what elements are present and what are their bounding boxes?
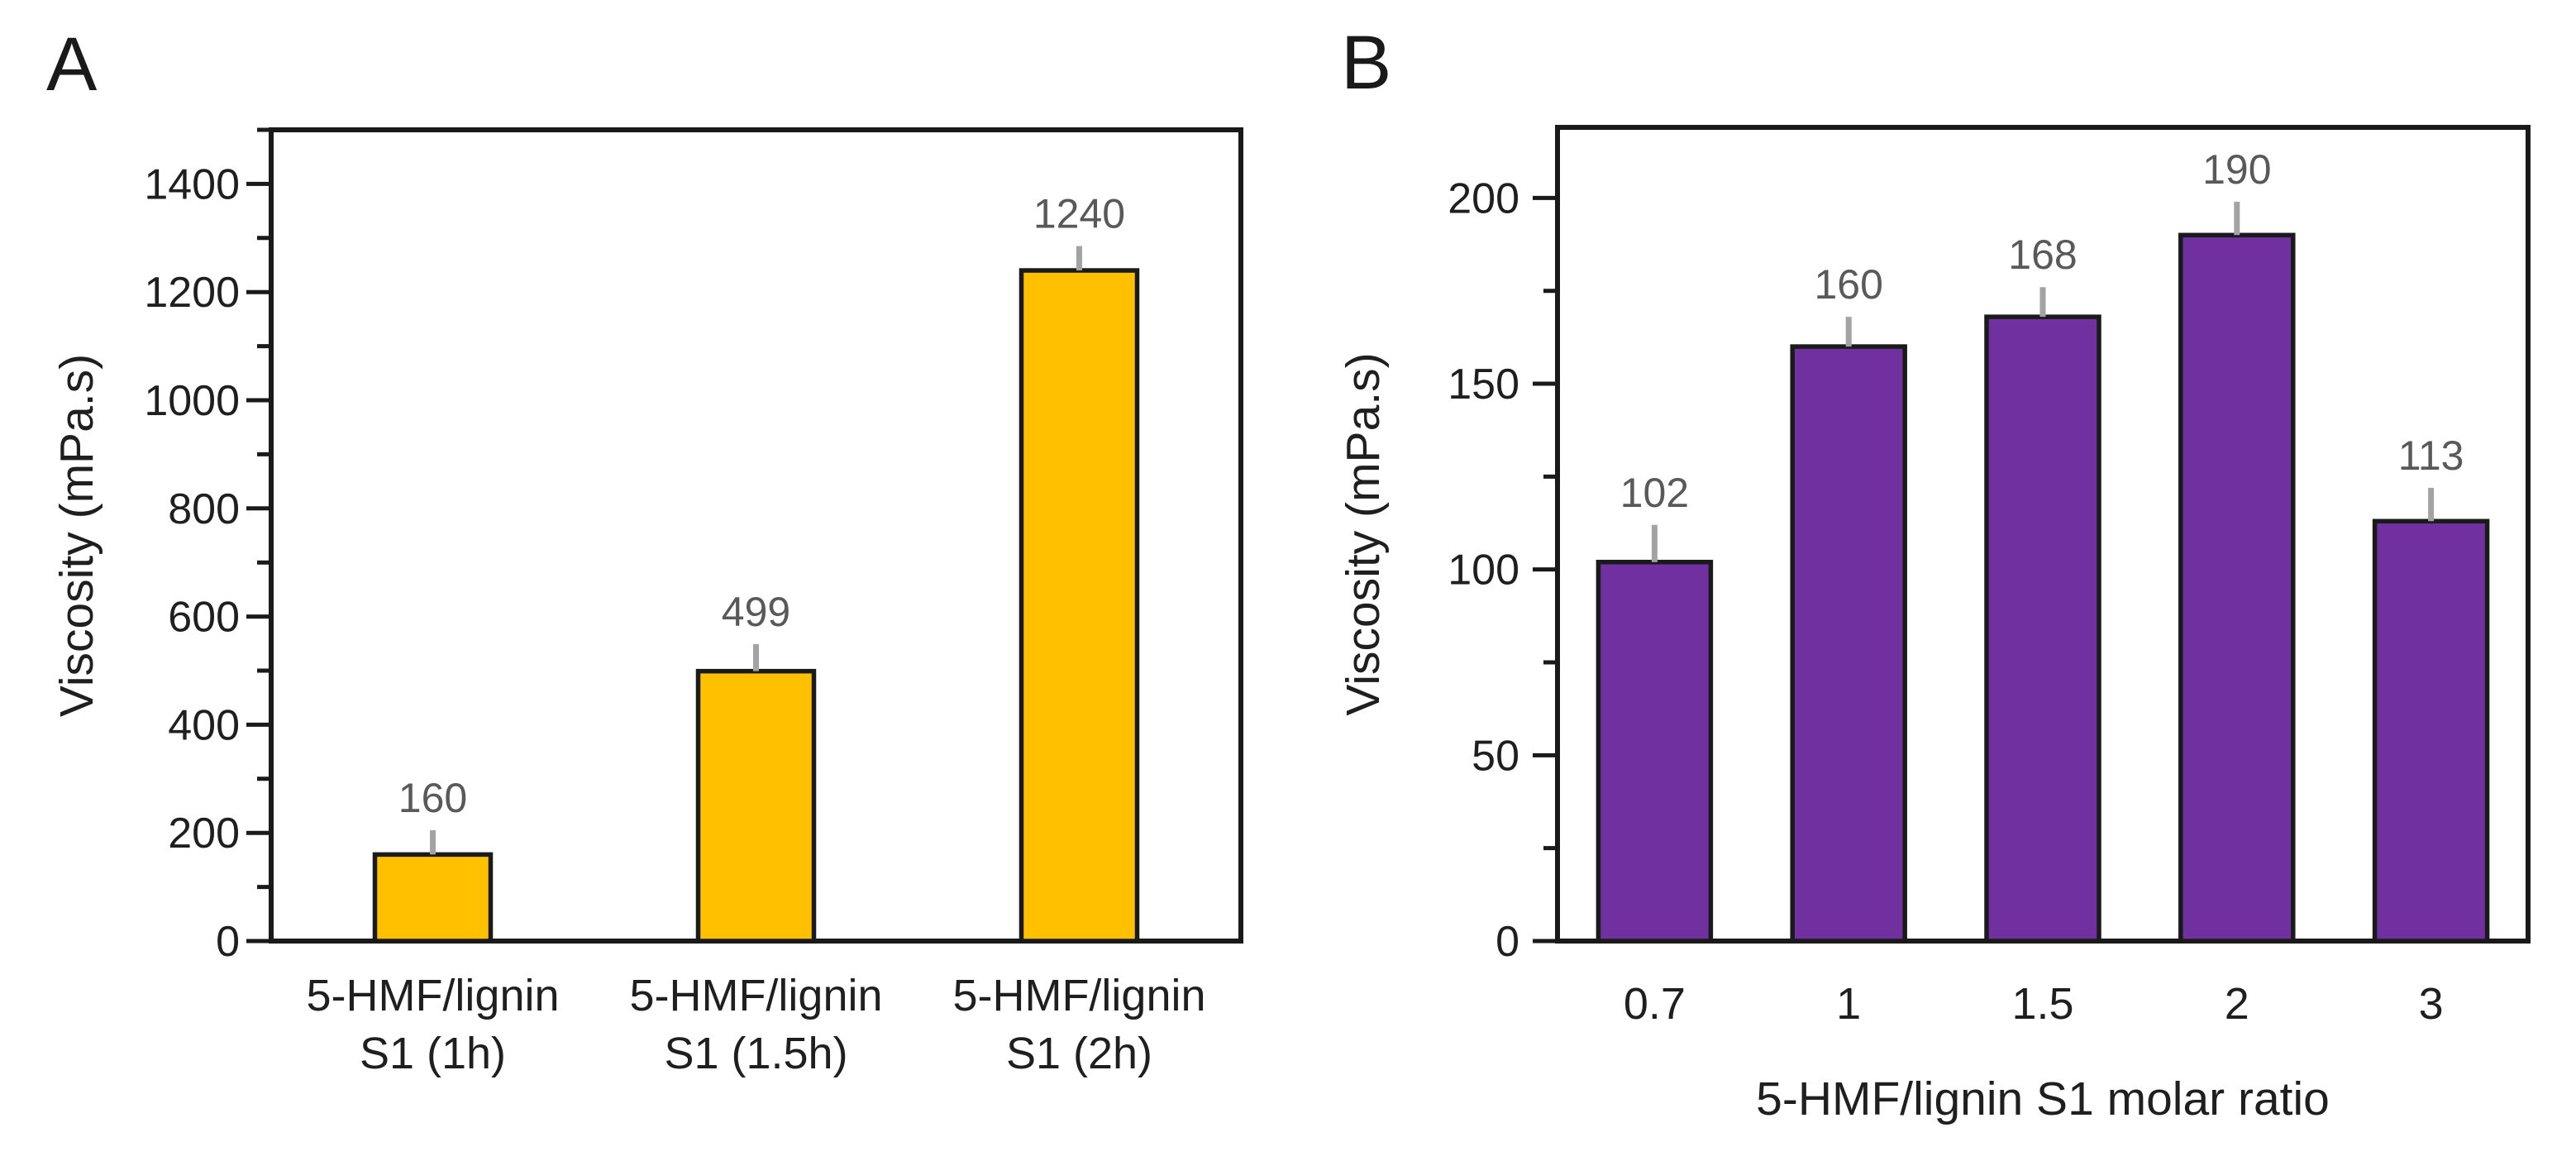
x-category-label: 5-HMF/lignin (306, 971, 559, 1020)
bar (2178, 232, 2296, 944)
y-tick-label: 200 (1448, 174, 1519, 222)
bar-value-label: 1240 (1033, 191, 1125, 237)
x-category-label: 0.7 (1624, 979, 1686, 1029)
x-axis-title: 5-HMF/lignin S1 molar ratio (1756, 1073, 2330, 1125)
x-category-label: 3 (2419, 979, 2444, 1029)
y-axis-title: Viscosity (mPa.s) (50, 354, 103, 717)
y-tick-label: 1400 (144, 160, 240, 208)
x-category-label: 2 (2225, 979, 2249, 1029)
y-tick-label: 200 (168, 810, 240, 858)
bar (1790, 344, 1907, 944)
bar-value-label: 168 (2008, 232, 2077, 278)
y-tick-label: 400 (168, 701, 240, 749)
y-tick-label: 1200 (144, 269, 240, 317)
x-category-label: S1 (2h) (1006, 1029, 1152, 1078)
y-tick-label: 0 (216, 918, 240, 966)
bar-value-label: 102 (1620, 470, 1689, 516)
y-tick-label: 150 (1448, 361, 1519, 408)
y-tick-label: 100 (1448, 547, 1519, 595)
x-category-label: S1 (1.5h) (664, 1029, 847, 1078)
panel-a-letter: A (46, 22, 98, 107)
bar (1018, 268, 1140, 944)
x-category-label: 1 (1836, 979, 1861, 1029)
bar-value-label: 160 (398, 775, 467, 821)
bar (1984, 314, 2101, 944)
x-category-label: 5-HMF/lignin (629, 971, 882, 1020)
bar-value-label: 113 (2398, 432, 2464, 479)
x-category-label: S1 (1h) (360, 1029, 506, 1078)
panel-b-letter: B (1341, 21, 1392, 105)
y-axis-title: Viscosity (mPa.s) (1337, 352, 1390, 715)
y-tick-label: 50 (1472, 732, 1519, 780)
bar-value-label: 160 (1814, 261, 1882, 308)
bar-value-label: 190 (2202, 146, 2271, 193)
bar (2372, 518, 2490, 944)
bar-value-label: 499 (722, 589, 790, 635)
bar (1596, 559, 1714, 944)
bar (695, 668, 817, 944)
y-tick-label: 1000 (144, 377, 240, 425)
y-tick-label: 0 (1496, 918, 1519, 966)
x-category-label: 1.5 (2011, 979, 2073, 1029)
y-tick-label: 600 (168, 594, 240, 642)
x-category-label: 5-HMF/lignin (952, 971, 1205, 1020)
y-tick-label: 800 (168, 485, 240, 533)
